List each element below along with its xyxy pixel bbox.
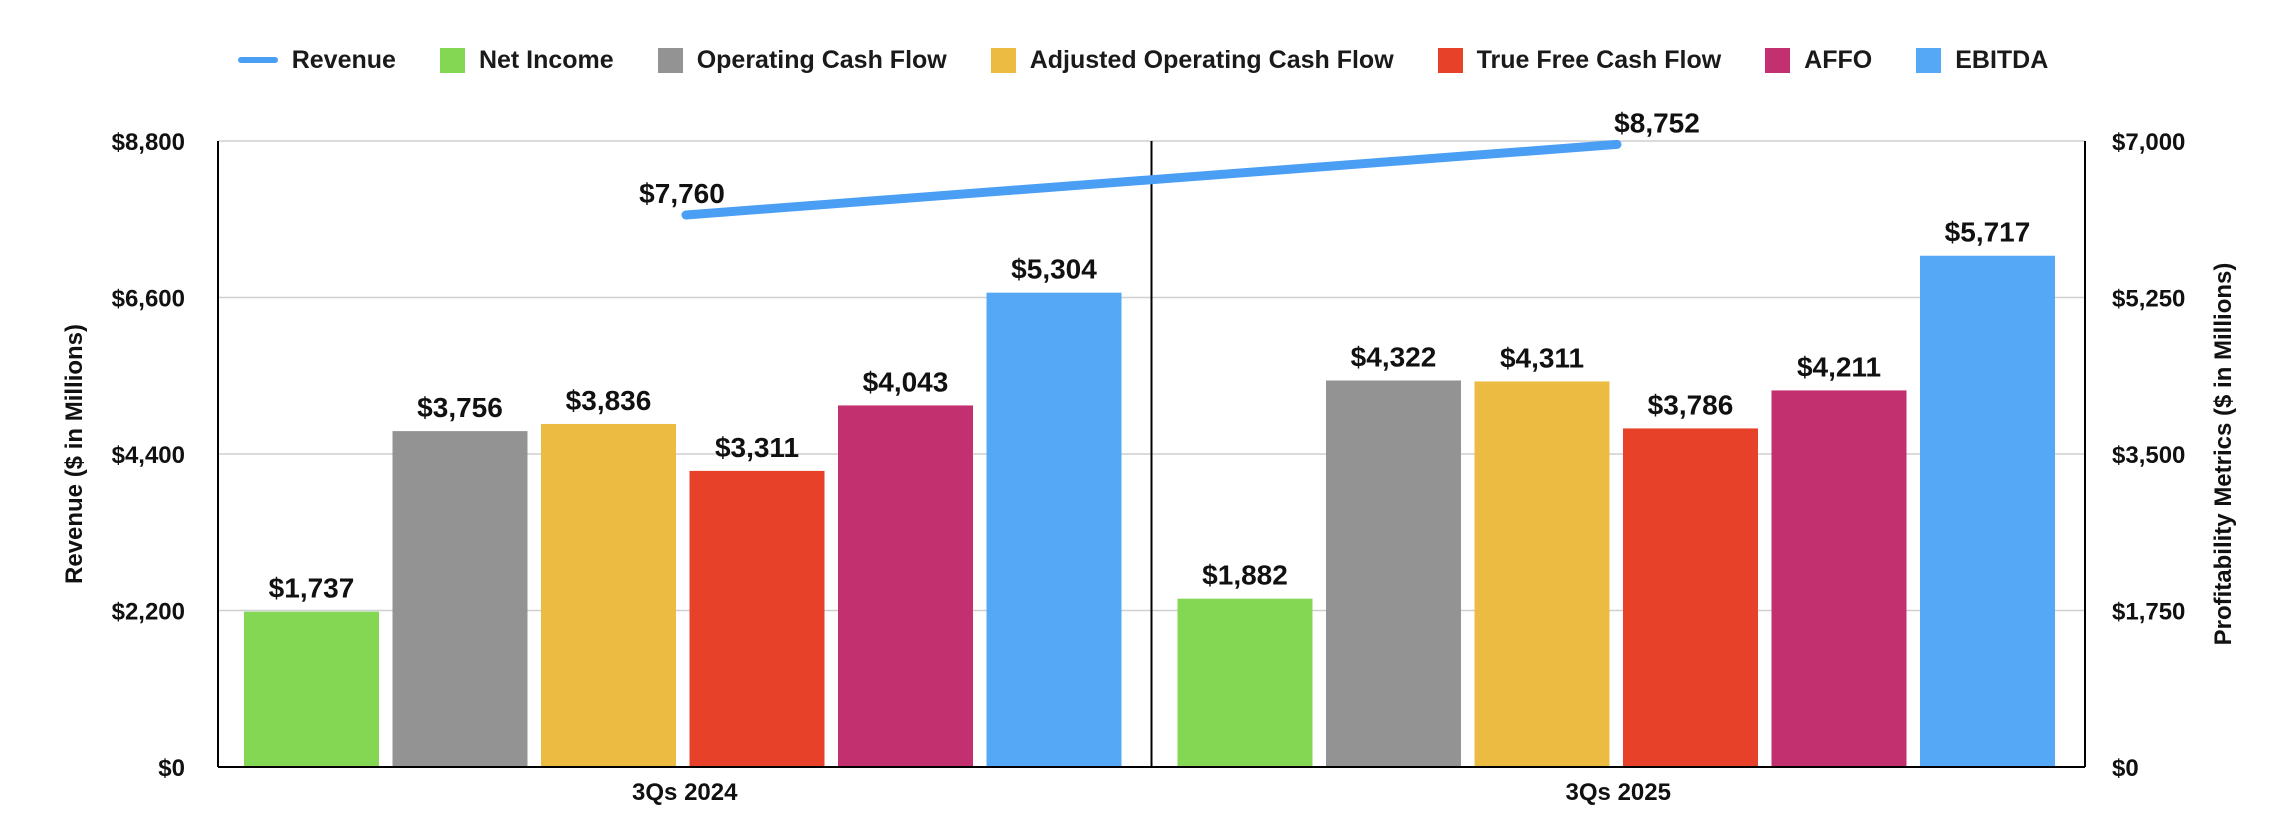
bar-adjusted-operating-cash-flow bbox=[541, 423, 676, 767]
data-label-ebitda: $5,717 bbox=[1945, 217, 2031, 248]
left-tick-label: $2,200 bbox=[112, 599, 185, 626]
bar-series bbox=[244, 255, 2055, 767]
legend-item-true-free-cash-flow: True Free Cash Flow bbox=[1437, 45, 1722, 75]
legend-label-operating-cash-flow: Operating Cash Flow bbox=[696, 45, 947, 74]
bar-ebitda bbox=[986, 292, 1122, 767]
left-tick-label: $6,600 bbox=[112, 286, 185, 313]
chart-axes bbox=[217, 141, 2086, 768]
bar-operating-cash-flow bbox=[1326, 380, 1461, 767]
legend-item-revenue: Revenue bbox=[237, 45, 396, 75]
data-label-affo: $4,043 bbox=[863, 366, 949, 397]
data-label-net-income: $1,882 bbox=[1202, 560, 1288, 591]
right-tick-label: $5,250 bbox=[2112, 286, 2185, 313]
left-tick-label: $4,400 bbox=[112, 442, 185, 469]
legend-swatch-affo bbox=[1765, 47, 1791, 73]
bar-net-income bbox=[1177, 598, 1313, 767]
right-tick-label: $1,750 bbox=[2112, 599, 2185, 626]
legend-line-revenue bbox=[237, 57, 278, 63]
right-tick-label: $0 bbox=[2112, 755, 2139, 782]
legend-swatch-adjusted-operating-cash-flow bbox=[990, 47, 1016, 73]
bar-affo bbox=[1771, 390, 1907, 767]
legend-item-operating-cash-flow: Operating Cash Flow bbox=[657, 45, 947, 75]
data-label-revenue: $8,752 bbox=[1614, 107, 1700, 138]
right-tick-label: $3,500 bbox=[2112, 442, 2185, 469]
chart-legend: Revenue Net Income Operating Cash Flow A… bbox=[0, 40, 2286, 80]
revenue-line bbox=[681, 139, 1622, 220]
right-tick-label: $7,000 bbox=[2112, 129, 2185, 156]
legend-label-ebitda: EBITDA bbox=[1955, 45, 2049, 74]
legend-label-true-free-cash-flow: True Free Cash Flow bbox=[1476, 45, 1722, 74]
legend-swatch-true-free-cash-flow bbox=[1437, 47, 1463, 73]
data-label-adjusted-operating-cash-flow: $4,311 bbox=[1500, 342, 1584, 373]
revenue-line-series bbox=[681, 139, 1622, 220]
legend-label-affo: AFFO bbox=[1804, 45, 1873, 74]
data-label-operating-cash-flow: $3,756 bbox=[417, 392, 503, 423]
data-label-adjusted-operating-cash-flow: $3,836 bbox=[566, 385, 652, 416]
legend-item-adjusted-operating-cash-flow: Adjusted Operating Cash Flow bbox=[990, 45, 1394, 75]
legend-swatch-ebitda bbox=[1916, 47, 1942, 73]
legend-label-revenue: Revenue bbox=[291, 45, 396, 74]
bar-true-free-cash-flow bbox=[1623, 428, 1758, 767]
category-label: 3Qs 2024 bbox=[632, 779, 738, 806]
left-tick-label: $8,800 bbox=[112, 129, 185, 156]
data-label-ebitda: $5,304 bbox=[1011, 254, 1097, 285]
left-axis-title: Revenue ($ in Millions) bbox=[61, 324, 88, 584]
right-axis-title: Profitability Metrics ($ in Millions) bbox=[2210, 263, 2237, 646]
bar-affo bbox=[838, 405, 973, 767]
data-labels: $1,737 $3,756 $3,836 $3,311 $4,043 $5,304 $1,8… bbox=[269, 107, 2031, 603]
left-tick-label: $0 bbox=[158, 755, 185, 782]
bar-adjusted-operating-cash-flow bbox=[1474, 381, 1610, 767]
legend-label-adjusted-operating-cash-flow: Adjusted Operating Cash Flow bbox=[1029, 45, 1394, 74]
bar-ebitda bbox=[1920, 255, 2055, 767]
legend-item-ebitda: EBITDA bbox=[1916, 46, 2048, 75]
bar-net-income bbox=[244, 611, 379, 767]
data-label-revenue: $7,760 bbox=[639, 178, 725, 209]
legend-swatch-operating-cash-flow bbox=[657, 47, 683, 73]
data-label-operating-cash-flow: $4,322 bbox=[1351, 341, 1437, 372]
data-label-affo: $4,211 bbox=[1797, 351, 1881, 382]
legend-item-net-income: Net Income bbox=[439, 45, 614, 75]
data-label-true-free-cash-flow: $3,311 bbox=[715, 432, 799, 463]
legend-swatch-net-income bbox=[439, 47, 465, 73]
tick-labels: $0 $0 $2,200 $1,750 $4,400 $3,500 $6,600 $5,250… bbox=[61, 129, 2237, 806]
category-label: 3Qs 2025 bbox=[1566, 779, 1671, 806]
data-label-net-income: $1,737 bbox=[269, 573, 355, 604]
legend-label-net-income: Net Income bbox=[478, 45, 614, 74]
bar-true-free-cash-flow bbox=[689, 470, 825, 767]
bar-operating-cash-flow bbox=[392, 431, 528, 767]
data-label-true-free-cash-flow: $3,786 bbox=[1648, 389, 1734, 420]
legend-item-affo: AFFO bbox=[1765, 46, 1872, 75]
